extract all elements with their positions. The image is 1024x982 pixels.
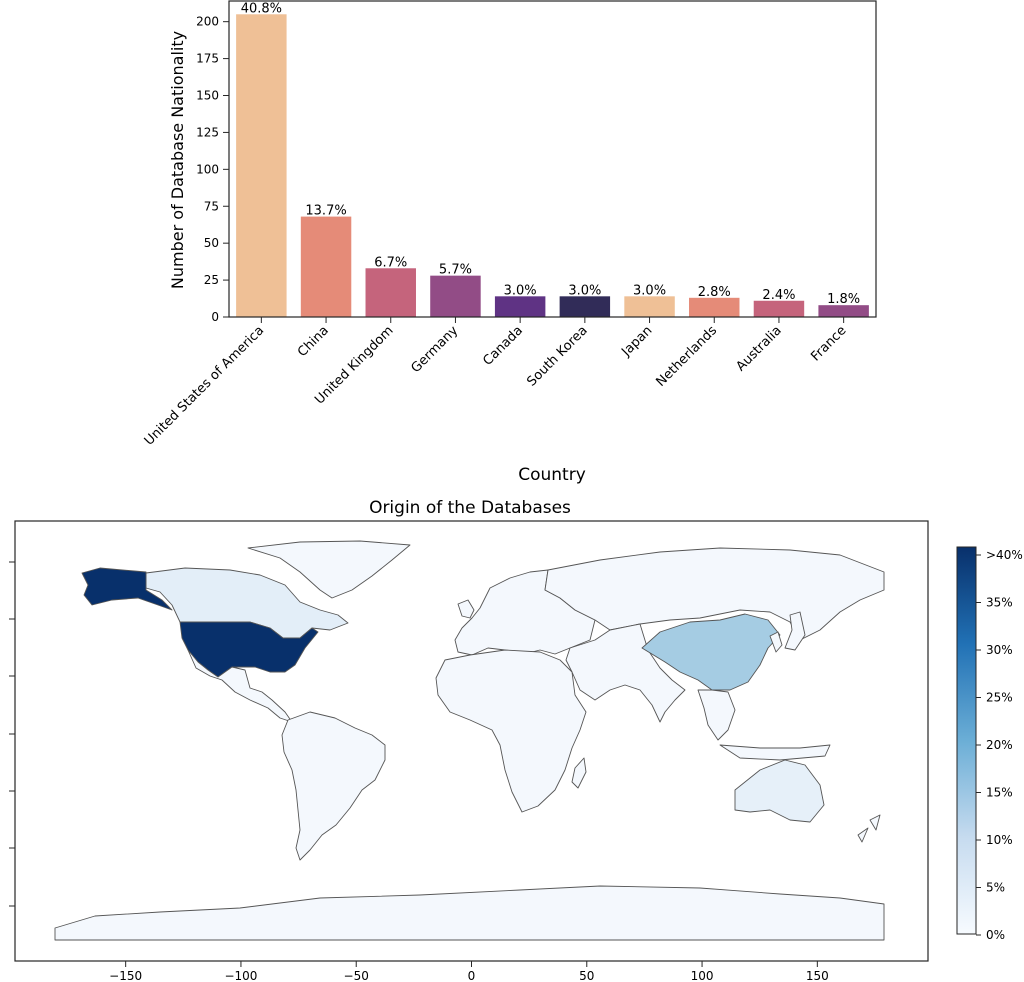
bar bbox=[300, 216, 352, 317]
map-x-axis: −150 −100 −50 0 50 100 150 bbox=[109, 961, 829, 982]
colorbar-ticks: 0% 5% 10% 15% 20% 25% 30% 35% >40% bbox=[976, 548, 1023, 942]
bar bbox=[365, 268, 416, 317]
bar bbox=[753, 300, 805, 317]
map-country-greenland bbox=[247, 540, 411, 599]
bar-x-tick-label: Australia bbox=[734, 323, 785, 374]
bar-y-tick-label: 200 bbox=[196, 15, 219, 29]
bar-y-tick-label: 75 bbox=[204, 199, 219, 213]
map-country-southeast-asia bbox=[697, 689, 831, 761]
bar-y-axis-label: Number of Database Nationality bbox=[168, 31, 187, 289]
bar-x-tick-label: Netherlands bbox=[653, 323, 720, 390]
world-map bbox=[54, 540, 885, 941]
bar-data-label: 3.0% bbox=[504, 283, 537, 298]
bar-series: 40.8% 13.7% 6.7% 5.7% 3.0% 3.0% 3.0% 2.8% 2.4% 1.… bbox=[236, 1, 869, 317]
map-x-tick-label: −100 bbox=[224, 969, 257, 982]
bar-data-label: 2.8% bbox=[698, 285, 731, 300]
bar-x-tick-label: Canada bbox=[480, 323, 526, 369]
map-x-tick-label: −50 bbox=[344, 969, 369, 982]
bar-y-axis: 0 25 50 75 100 125 150 175 200 bbox=[196, 15, 229, 324]
bar bbox=[494, 296, 546, 317]
map-country-usa-alaska bbox=[81, 567, 173, 611]
bar-y-tick-label: 150 bbox=[196, 89, 219, 103]
bar-x-tick-label: Japan bbox=[618, 323, 655, 360]
bar-data-label: 1.8% bbox=[827, 292, 860, 307]
bar-y-tick-label: 175 bbox=[196, 52, 219, 66]
map-country-south-america bbox=[281, 711, 386, 861]
bar-y-tick-label: 0 bbox=[211, 310, 219, 324]
bar-data-label: 2.4% bbox=[762, 288, 795, 303]
bar-x-tick-label: France bbox=[808, 323, 849, 364]
bar-y-tick-label: 125 bbox=[196, 125, 219, 139]
colorbar-tick-label: >40% bbox=[986, 548, 1023, 562]
bar-chart: 0 25 50 75 100 125 150 175 200 40.8% 13.7% 6.7% 5.7… bbox=[142, 0, 877, 485]
map-country-east-asia-islands bbox=[769, 611, 806, 653]
bar-x-tick-label: Germany bbox=[408, 323, 461, 376]
colorbar-tick-label: 20% bbox=[986, 738, 1013, 752]
map-x-tick-label: 100 bbox=[691, 969, 714, 982]
map-country-antarctica bbox=[54, 885, 885, 941]
bar bbox=[689, 297, 740, 317]
colorbar-tick-label: 0% bbox=[986, 928, 1005, 942]
colorbar-tick-label: 25% bbox=[986, 691, 1013, 705]
map-title: Origin of the Databases bbox=[369, 498, 571, 518]
bar-y-tick-label: 50 bbox=[204, 236, 219, 250]
bar-x-tick-label: China bbox=[295, 323, 332, 360]
bar bbox=[818, 305, 869, 317]
bar-data-label: 6.7% bbox=[374, 255, 407, 270]
colorbar-tick-label: 35% bbox=[986, 596, 1013, 610]
map-country-new-zealand bbox=[857, 814, 881, 843]
map-chart: Origin of the Databases bbox=[9, 498, 1023, 982]
map-country-united-kingdom bbox=[457, 599, 475, 619]
bar bbox=[236, 14, 287, 317]
map-x-tick-label: 150 bbox=[806, 969, 829, 982]
bar-y-tick-label: 25 bbox=[204, 273, 219, 287]
map-country-canada bbox=[145, 567, 349, 639]
colorbar-tick-label: 30% bbox=[986, 643, 1013, 657]
map-country-australia bbox=[734, 759, 825, 823]
bar-data-label: 5.7% bbox=[439, 263, 472, 278]
map-country-mexico bbox=[187, 649, 293, 723]
bar bbox=[624, 296, 675, 317]
map-y-axis bbox=[9, 561, 15, 907]
map-country-africa bbox=[435, 649, 587, 813]
colorbar-tick-label: 10% bbox=[986, 833, 1013, 847]
bar-x-tick-label: United States of America bbox=[142, 323, 267, 448]
bar-x-tick-label: South Korea bbox=[524, 323, 590, 389]
bar-y-tick-label: 100 bbox=[196, 162, 219, 176]
bar-x-axis-label: Country bbox=[518, 465, 586, 485]
bar-plot-frame bbox=[228, 0, 877, 318]
colorbar bbox=[956, 546, 977, 935]
map-country-west-south-asia bbox=[565, 623, 686, 723]
colorbar-tick-label: 5% bbox=[986, 881, 1005, 895]
map-x-tick-label: −150 bbox=[109, 969, 142, 982]
bar bbox=[559, 296, 611, 317]
bar bbox=[430, 275, 481, 317]
map-x-tick-label: 50 bbox=[579, 969, 594, 982]
bar-data-label: 40.8% bbox=[241, 1, 282, 16]
map-country-madagascar bbox=[571, 757, 587, 789]
map-x-tick-label: 0 bbox=[468, 969, 476, 982]
map-country-china bbox=[641, 613, 781, 691]
colorbar-tick-label: 15% bbox=[986, 786, 1013, 800]
bar-data-label: 3.0% bbox=[633, 283, 666, 298]
bar-data-label: 13.7% bbox=[305, 204, 346, 219]
bar-data-label: 3.0% bbox=[568, 283, 601, 298]
